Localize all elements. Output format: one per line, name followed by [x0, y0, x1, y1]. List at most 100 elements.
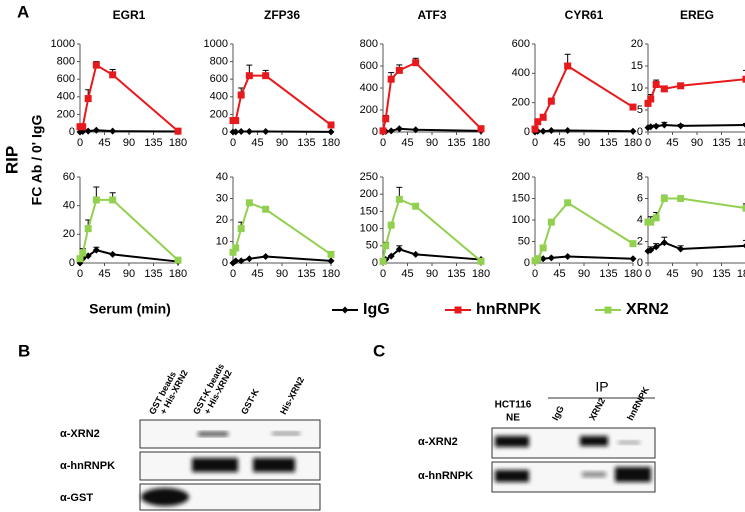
marker	[262, 72, 270, 80]
y-tick-label: 60	[63, 171, 75, 183]
marker	[660, 121, 668, 129]
y-tick-label: 5	[637, 104, 643, 116]
chart-title: ATF3	[417, 8, 446, 22]
marker	[341, 306, 349, 314]
marker	[629, 127, 637, 135]
panel-label: C	[373, 341, 385, 360]
marker	[629, 240, 637, 248]
marker	[327, 121, 335, 129]
marker	[84, 252, 92, 260]
x-tick-label: 135	[144, 268, 162, 280]
marker	[237, 225, 245, 233]
row-label: α-GST	[60, 492, 93, 504]
band	[192, 458, 238, 472]
marker	[547, 218, 555, 226]
marker	[454, 306, 462, 314]
y-tick-label: 400	[360, 82, 378, 94]
error-bar	[743, 239, 745, 241]
marker	[92, 246, 100, 254]
y-tick-label: 20	[216, 214, 228, 226]
marker	[539, 113, 547, 121]
series-line	[534, 64, 634, 130]
marker	[174, 256, 182, 264]
x-tick-label: 180	[169, 137, 187, 149]
y-tick-label: 1000	[51, 38, 75, 50]
legend: IgG hnRNPK XRN2	[332, 301, 669, 318]
y-tick-label: 10	[216, 235, 228, 247]
marker	[660, 195, 668, 202]
marker	[564, 62, 572, 70]
x-tick-label: 135	[599, 137, 617, 149]
marker	[395, 66, 403, 74]
y-tick-label: 100	[360, 223, 378, 235]
x-tick-label: 180	[322, 137, 340, 149]
y-tick-label: 800	[360, 38, 378, 50]
x-tick-label: 0	[77, 137, 83, 149]
marker	[564, 253, 572, 261]
x-tick-label: 90	[691, 137, 703, 149]
marker	[660, 85, 668, 93]
y-tick-label: 20	[63, 228, 75, 240]
marker	[547, 127, 555, 135]
x-tick-label: 0	[645, 137, 651, 149]
marker	[742, 75, 745, 83]
error-bar	[743, 69, 745, 71]
chart-title: CYR61	[565, 8, 604, 22]
x-tick-label: 45	[666, 137, 678, 149]
x-tick-label: 45	[553, 268, 565, 280]
lane-label: IgG	[550, 404, 566, 422]
band	[272, 432, 300, 435]
marker	[647, 246, 655, 254]
y-tick-label: 0	[637, 126, 643, 138]
marker	[232, 244, 240, 252]
x-tick-label: 135	[297, 137, 315, 149]
marker	[534, 255, 542, 263]
x-tick-label: 45	[98, 137, 110, 149]
marker	[412, 59, 420, 67]
y-tick-label: 15	[631, 60, 643, 72]
x-tick-label: 45	[401, 268, 413, 280]
row-label: α-XRN2	[60, 428, 100, 440]
marker	[237, 91, 245, 99]
marker	[387, 252, 395, 260]
series-line	[648, 197, 745, 224]
x-tick-label: 0	[230, 268, 236, 280]
marker	[647, 123, 655, 131]
marker	[262, 253, 270, 261]
x-tick-label: 135	[712, 137, 730, 149]
marker	[232, 257, 240, 265]
y-tick-label: 0	[372, 126, 378, 138]
series-line	[534, 201, 634, 262]
band	[141, 488, 189, 506]
x-tick-label: 135	[599, 268, 617, 280]
x-tick-label: 180	[322, 268, 340, 280]
band	[198, 432, 228, 436]
x-tick-label: 135	[297, 268, 315, 280]
panel-label: B	[18, 341, 30, 360]
marker	[245, 72, 253, 80]
y-tick-label: 600	[57, 73, 75, 85]
marker	[387, 221, 395, 229]
x-tick-label: 135	[447, 268, 465, 280]
series-line	[79, 249, 179, 264]
y-axis-label: FC Ab / 0' IgG	[29, 115, 45, 206]
marker	[387, 75, 395, 83]
y-tick-label: 4	[637, 214, 643, 226]
marker	[531, 125, 539, 133]
y-tick-label: 100	[512, 214, 530, 226]
y-tick-label: 0	[69, 126, 75, 138]
marker	[660, 239, 668, 247]
marker	[652, 80, 660, 88]
panel-label: A	[17, 2, 29, 21]
x-tick-label: 90	[426, 268, 438, 280]
marker	[245, 128, 253, 136]
y-tick-label: 600	[512, 38, 530, 50]
x-tick-label: 180	[169, 268, 187, 280]
band	[615, 467, 651, 482]
lane-label: HCT116	[495, 400, 532, 411]
marker	[109, 71, 117, 79]
lane-label: NE	[506, 413, 520, 424]
x-tick-label: 90	[123, 137, 135, 149]
y-tick-label: 40	[63, 200, 75, 212]
band	[580, 436, 608, 446]
